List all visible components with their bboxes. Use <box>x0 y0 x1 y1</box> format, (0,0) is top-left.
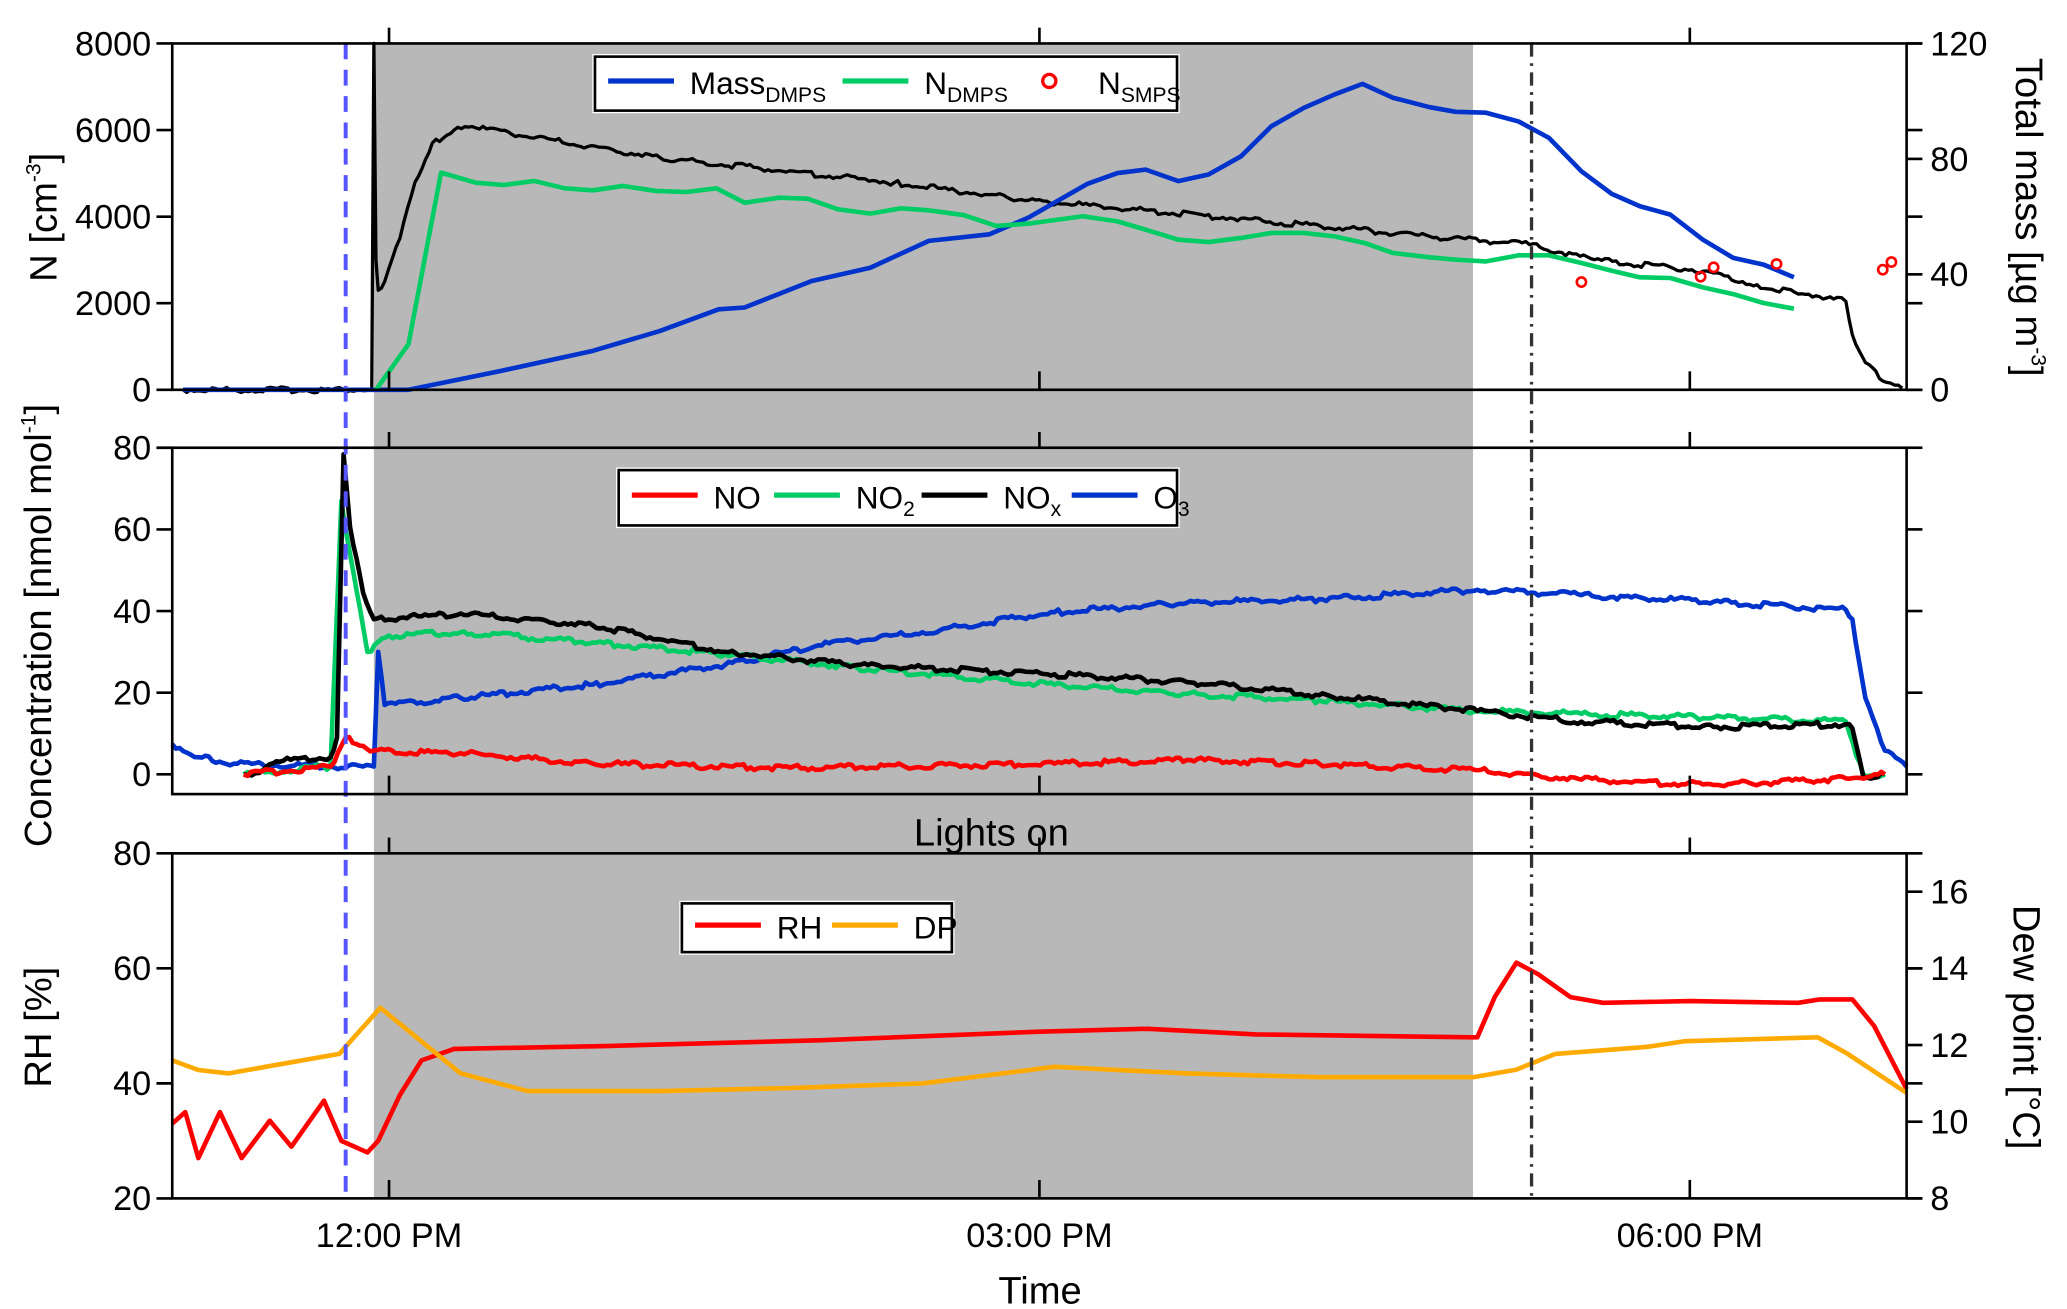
legend-sub: DMPS <box>765 84 826 107</box>
legend-sub: x <box>1051 498 1062 521</box>
series-line-n-dmps <box>374 170 1795 392</box>
legend-label: NSMPS <box>1098 65 1181 107</box>
x-axis-label: Time <box>998 1270 1081 1309</box>
y-tick-label: 6000 <box>75 112 151 150</box>
legend-name: NO <box>856 479 903 515</box>
y-tick-label: 80 <box>113 835 151 873</box>
series-line-no <box>242 734 1887 789</box>
series-line-nox <box>243 452 1886 781</box>
legend-box <box>593 55 1179 112</box>
y-tick-label: 40 <box>113 593 151 631</box>
y-tick-label: 60 <box>113 950 151 988</box>
legend-name: NO <box>713 479 760 515</box>
y-tick-label: 60 <box>113 511 151 549</box>
y-tick-label: 4000 <box>75 198 151 236</box>
legend-label: NOx <box>1003 479 1061 521</box>
y2-tick-label: 120 <box>1930 25 1987 63</box>
series-line-dp <box>171 1005 1908 1095</box>
legend-label: RH <box>777 909 823 945</box>
y-axis-label-rh: RH [%] <box>17 967 60 1088</box>
smps-point <box>1770 258 1783 270</box>
y2-tick-label: 40 <box>1930 256 1968 294</box>
y2-axis-label-mass-end: ] <box>2007 366 2050 377</box>
legend-sub: DMPS <box>947 84 1008 107</box>
y-tick-label: 40 <box>113 1065 151 1103</box>
smps-point <box>1694 270 1707 283</box>
y-axis-label-concentration-end: ] <box>17 404 60 415</box>
x-tick-label: 03:00 PM <box>966 1217 1112 1255</box>
y2-axis-label-mass: Total mass [µg m-3] <box>2007 58 2050 377</box>
lights-on-label: Lights on <box>914 811 1069 854</box>
y2-tick-label: 0 <box>1930 372 1949 410</box>
legend-sub: SMPS <box>1121 84 1181 107</box>
y-axis-label-n-main: N [cm <box>22 182 65 282</box>
legend-name: RH <box>777 909 823 945</box>
y-tick-label: 0 <box>132 372 151 410</box>
smps-point <box>1575 276 1588 288</box>
y2-axis-label-mass-sup: -3 <box>2027 347 2050 366</box>
legend-name: DP <box>914 909 958 945</box>
series-line-mass-dmps <box>183 81 1795 393</box>
y-axis-label-n-sup: -3 <box>23 163 46 182</box>
y2-tick-label: 8 <box>1930 1180 1949 1218</box>
y-tick-label: 2000 <box>75 285 151 323</box>
series-line-rh <box>170 960 1909 1161</box>
y-tick-label: 8000 <box>75 25 151 63</box>
y2-tick-label: 16 <box>1930 874 1968 912</box>
series-line-no2 <box>242 498 1886 780</box>
y-axis-label-concentration-sup: -1 <box>17 415 40 434</box>
y-tick-label: 20 <box>113 675 151 713</box>
y-tick-label: 80 <box>113 430 151 468</box>
y-tick-label: 20 <box>113 1180 151 1218</box>
legend-label: MassDMPS <box>690 65 826 107</box>
legend-label: NDMPS <box>924 65 1008 107</box>
x-tick-label: 12:00 PM <box>316 1217 462 1255</box>
legend-name: N <box>924 65 947 101</box>
y2-tick-label: 14 <box>1930 950 1968 988</box>
legend-label: NO2 <box>856 479 915 521</box>
y2-axis-label-dewpoint: Dew point [°C] <box>2004 905 2047 1150</box>
legend-sub: 2 <box>903 498 915 521</box>
y2-axis-label-mass-main: Total mass [µg m <box>2007 58 2050 347</box>
y2-tick-label: 80 <box>1930 141 1968 179</box>
series-line-n-cpc- <box>182 41 1904 395</box>
legend-name: NO <box>1003 479 1050 515</box>
legend-label: DP <box>914 909 958 945</box>
x-tick-label: 06:00 PM <box>1617 1217 1763 1255</box>
y-axis-label-n: N [cm-3] <box>22 153 65 282</box>
legend-humidity: RH DP <box>679 900 958 955</box>
legend-label: O3 <box>1153 479 1189 521</box>
smps-point <box>1707 261 1720 274</box>
legend-gases: NO NO2 NOx O3 <box>616 467 1190 529</box>
y2-tick-label: 12 <box>1930 1027 1968 1065</box>
legend-name: O <box>1153 479 1178 515</box>
smps-point <box>1885 256 1898 268</box>
lights-on-shade <box>373 43 1474 1199</box>
y-axis-label-concentration-main: Concentration [nmol mol <box>17 433 60 847</box>
smps-point <box>1876 263 1889 276</box>
legend-label: NO <box>713 479 760 515</box>
legend-particles: MassDMPS NDMPS NSMPS <box>592 53 1181 114</box>
y2-tick-label: 10 <box>1930 1104 1968 1142</box>
legend-marker <box>1041 72 1058 90</box>
y-tick-label: 0 <box>132 756 151 794</box>
legend-name: Mass <box>690 65 765 101</box>
series-line-o3 <box>170 586 1909 772</box>
y-axis-label-concentration: Concentration [nmol mol-1] <box>17 404 60 847</box>
legend-name: N <box>1098 65 1121 101</box>
legend-sub: 3 <box>1178 498 1190 521</box>
y-axis-label-n-end: ] <box>22 153 65 164</box>
